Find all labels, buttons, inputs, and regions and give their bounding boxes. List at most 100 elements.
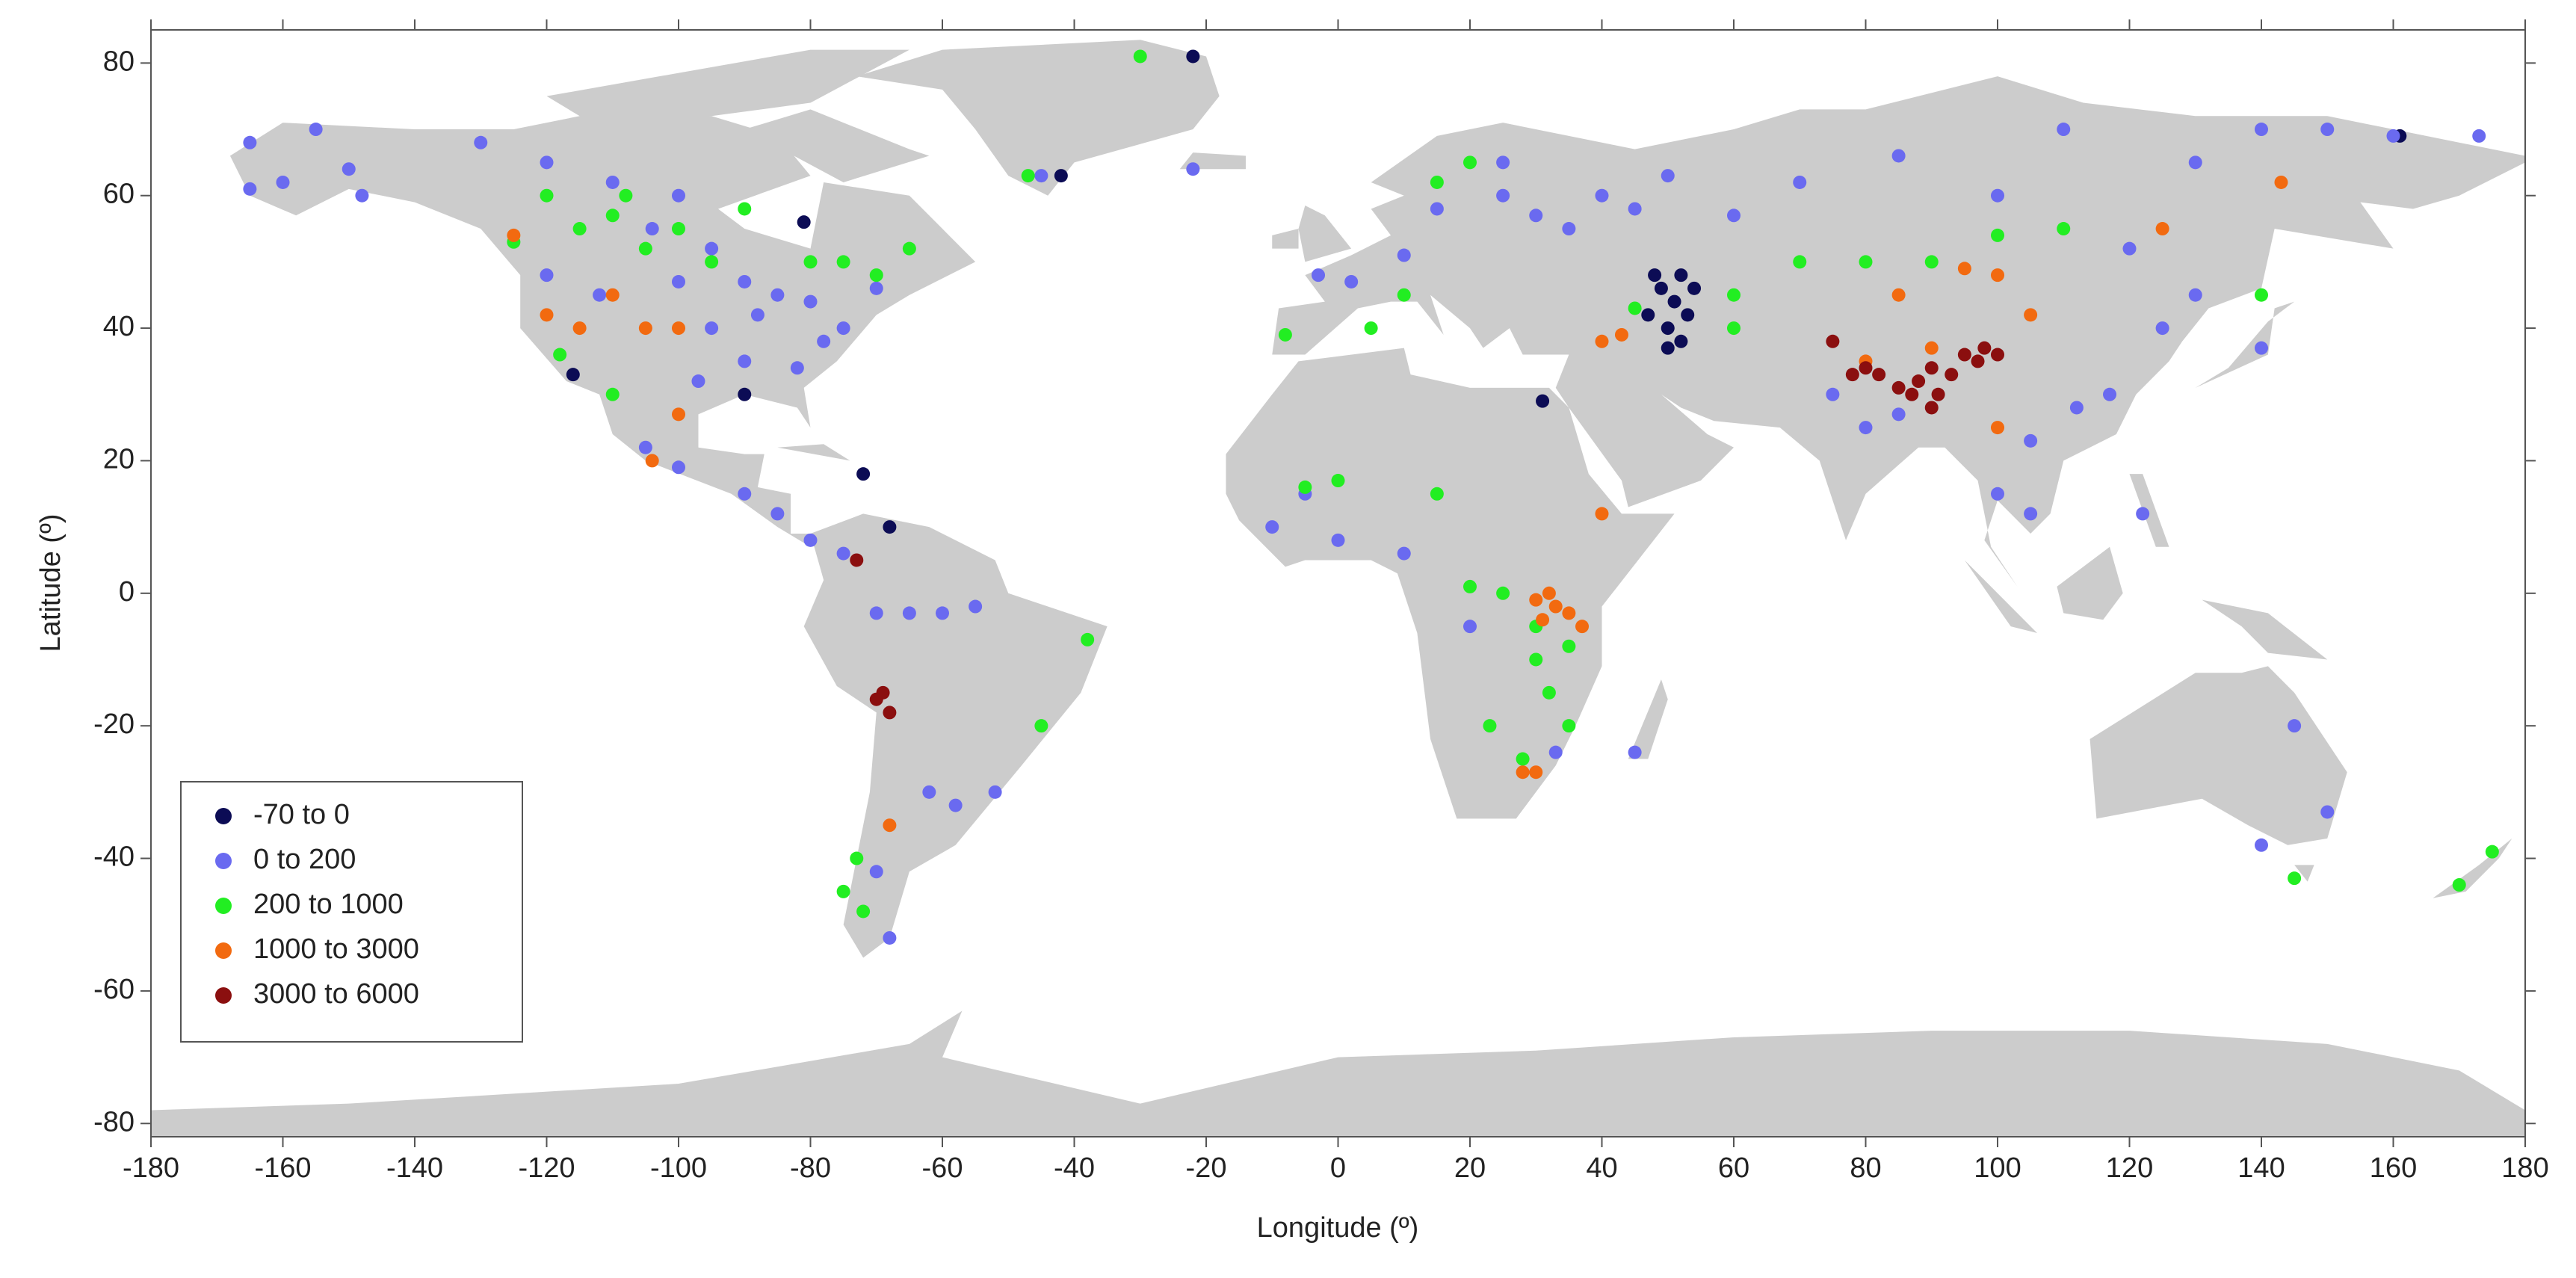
y-tick-label: 0 bbox=[119, 576, 135, 608]
point bbox=[1463, 579, 1477, 593]
point bbox=[1727, 321, 1741, 336]
point bbox=[2188, 288, 2202, 302]
point bbox=[1298, 480, 1312, 494]
point bbox=[1278, 327, 1292, 342]
land bbox=[2202, 599, 2328, 660]
point bbox=[1463, 620, 1477, 634]
point bbox=[836, 884, 850, 898]
point bbox=[1727, 209, 1741, 223]
point bbox=[1430, 487, 1444, 501]
point bbox=[566, 368, 580, 382]
point bbox=[2288, 871, 2302, 886]
y-tick-label: -60 bbox=[93, 974, 135, 1005]
point bbox=[1661, 321, 1675, 336]
point bbox=[803, 533, 818, 547]
point bbox=[1364, 321, 1378, 336]
point bbox=[1891, 288, 1906, 302]
point bbox=[2288, 719, 2302, 733]
point bbox=[1924, 341, 1939, 355]
land bbox=[1628, 679, 1668, 759]
point bbox=[1397, 546, 1411, 561]
point bbox=[1924, 255, 1939, 269]
point bbox=[1021, 169, 1035, 183]
point bbox=[856, 904, 871, 919]
legend-box bbox=[180, 781, 523, 1043]
land bbox=[1964, 560, 2037, 634]
point bbox=[1991, 487, 2004, 501]
point bbox=[243, 182, 257, 196]
point bbox=[507, 228, 521, 242]
x-tick-label: 160 bbox=[2370, 1152, 2417, 1184]
point bbox=[605, 288, 620, 302]
map bbox=[151, 40, 2525, 1137]
point bbox=[1891, 380, 1906, 395]
point bbox=[1991, 188, 2004, 203]
point bbox=[1674, 268, 1688, 283]
point bbox=[1971, 354, 1985, 368]
point bbox=[2485, 845, 2499, 859]
point bbox=[1628, 301, 1642, 315]
point bbox=[2255, 288, 2268, 302]
land bbox=[744, 109, 930, 182]
point bbox=[902, 606, 916, 620]
point bbox=[988, 785, 1002, 799]
point bbox=[883, 818, 897, 833]
land bbox=[1272, 76, 2525, 587]
point bbox=[645, 222, 659, 236]
point bbox=[922, 785, 936, 799]
x-tick-label: 120 bbox=[2106, 1152, 2153, 1184]
point bbox=[1859, 361, 1873, 375]
point bbox=[605, 175, 620, 189]
point bbox=[2320, 805, 2335, 819]
point bbox=[1924, 361, 1939, 375]
point bbox=[540, 155, 554, 170]
point bbox=[850, 851, 864, 865]
y-tick-label: -40 bbox=[93, 842, 135, 873]
point bbox=[2452, 878, 2466, 892]
point bbox=[1496, 155, 1510, 170]
point bbox=[1483, 719, 1497, 733]
point bbox=[1859, 421, 1873, 435]
x-tick-label: -60 bbox=[922, 1152, 963, 1184]
point bbox=[2103, 387, 2117, 401]
point bbox=[1054, 169, 1068, 183]
point bbox=[750, 308, 765, 322]
land bbox=[2129, 474, 2169, 547]
point bbox=[1977, 341, 1992, 355]
x-tick-label: 180 bbox=[2501, 1152, 2548, 1184]
point bbox=[1991, 421, 2004, 435]
point bbox=[593, 288, 607, 302]
x-tick-label: -40 bbox=[1054, 1152, 1095, 1184]
point bbox=[691, 374, 705, 389]
point bbox=[1859, 255, 1873, 269]
point bbox=[1912, 374, 1926, 389]
point bbox=[869, 865, 883, 879]
point bbox=[705, 321, 719, 336]
point bbox=[1562, 719, 1576, 733]
point bbox=[2386, 129, 2400, 143]
land bbox=[777, 444, 850, 461]
point bbox=[1957, 262, 1971, 276]
point bbox=[1595, 188, 1609, 203]
point bbox=[1542, 685, 1556, 700]
land bbox=[151, 1010, 2525, 1137]
point bbox=[869, 606, 883, 620]
point bbox=[1614, 327, 1628, 342]
legend-marker bbox=[215, 808, 232, 824]
point bbox=[2069, 401, 2084, 415]
point bbox=[1463, 155, 1477, 170]
land bbox=[2294, 865, 2314, 882]
legend-label: 200 to 1000 bbox=[253, 889, 404, 920]
point bbox=[342, 162, 356, 176]
x-tick-label: 40 bbox=[1586, 1152, 1617, 1184]
land-layer bbox=[151, 40, 2525, 1137]
point bbox=[2024, 507, 2038, 521]
point bbox=[738, 274, 752, 288]
point bbox=[1991, 348, 2004, 362]
land bbox=[546, 49, 909, 117]
point bbox=[672, 407, 685, 422]
land bbox=[803, 513, 1108, 958]
point bbox=[770, 288, 785, 302]
